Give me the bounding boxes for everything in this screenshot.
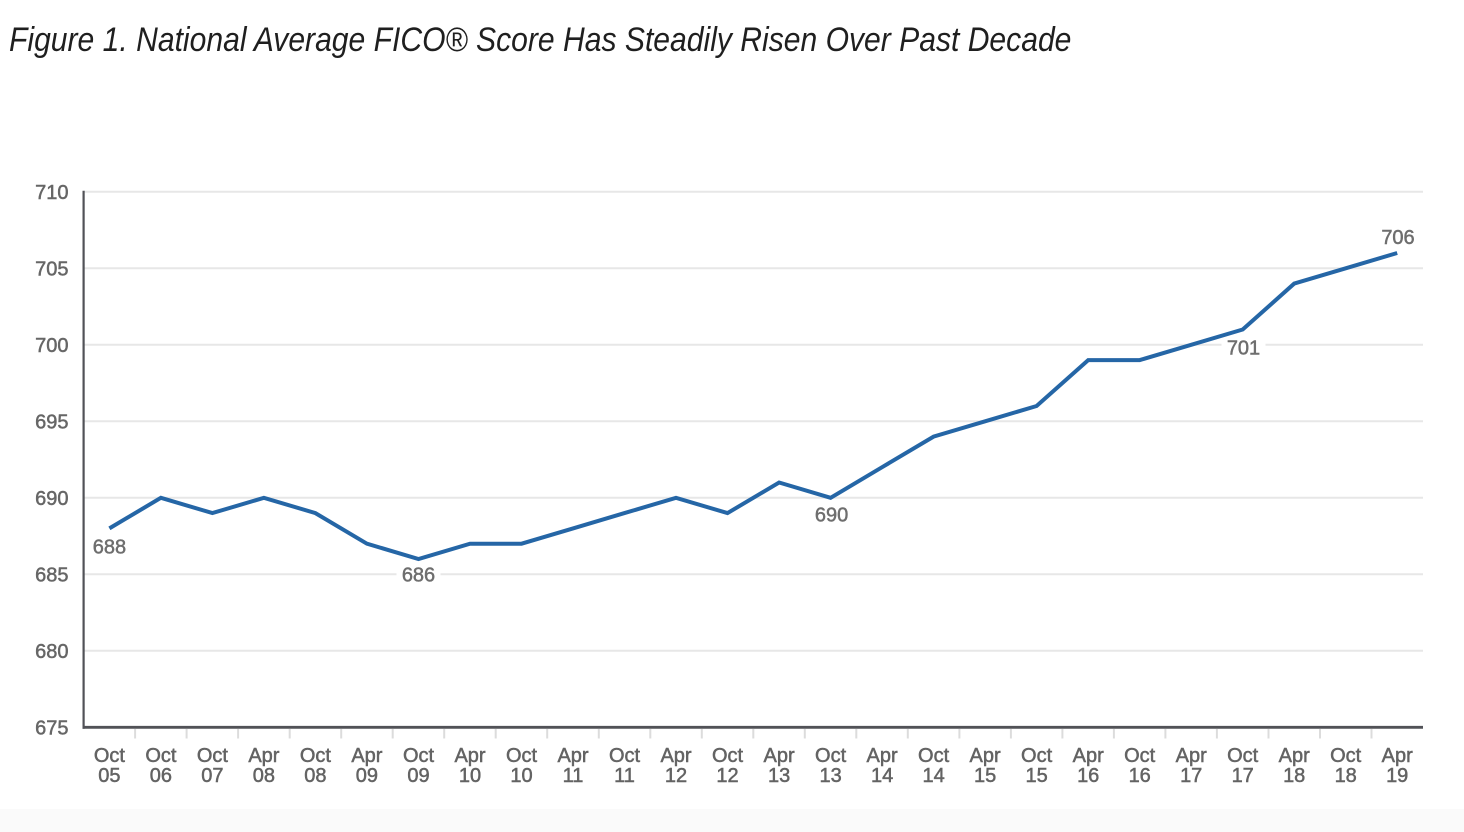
svg-text:686: 686 [402,564,435,586]
svg-text:690: 690 [815,505,848,527]
svg-text:685: 685 [35,565,68,587]
svg-text:701: 701 [1227,338,1260,360]
svg-text:705: 705 [35,259,68,281]
svg-text:695: 695 [35,412,68,434]
svg-text:710: 710 [35,182,68,204]
svg-text:680: 680 [35,641,68,663]
svg-text:675: 675 [35,718,68,740]
svg-text:688: 688 [93,537,126,559]
svg-text:700: 700 [35,335,68,357]
svg-text:690: 690 [35,488,68,510]
svg-text:706: 706 [1381,227,1414,249]
